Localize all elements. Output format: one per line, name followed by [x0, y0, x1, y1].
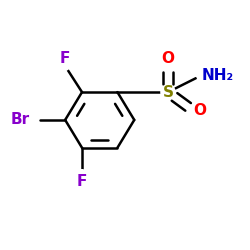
Text: O: O [193, 103, 206, 118]
Text: NH₂: NH₂ [202, 68, 234, 83]
Circle shape [188, 106, 198, 116]
Circle shape [161, 85, 175, 99]
Circle shape [197, 70, 207, 80]
Text: S: S [162, 85, 173, 100]
Text: Br: Br [11, 112, 30, 128]
Text: F: F [60, 51, 70, 66]
Circle shape [21, 112, 38, 128]
Text: F: F [77, 174, 87, 189]
Text: O: O [162, 51, 174, 66]
Circle shape [163, 61, 173, 71]
Circle shape [61, 62, 69, 70]
Circle shape [78, 170, 86, 178]
